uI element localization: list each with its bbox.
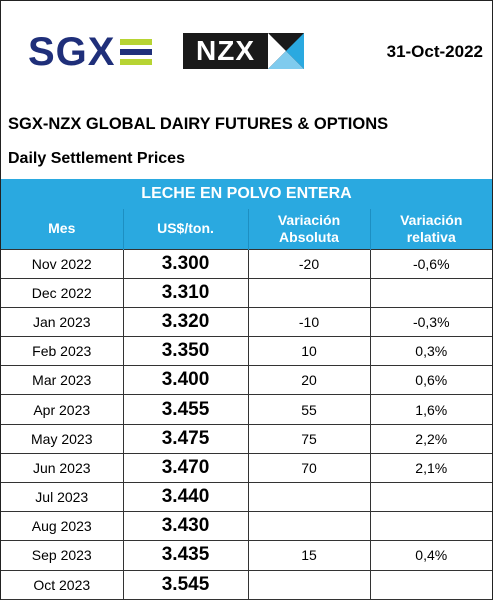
cell-abs-change: -10 [247,306,371,338]
cell-price: 3.320 [122,306,249,338]
sgx-logo-text: SGX [28,30,116,74]
cell-price: 3.545 [122,569,249,600]
cell-price: 3.455 [122,394,249,425]
cell-month: Oct 2023 [1,569,124,600]
cell-abs-change: 70 [247,452,371,484]
cell-abs-change: -20 [247,248,371,279]
cell-month: Aug 2023 [1,511,124,542]
cell-abs-change [247,277,371,308]
table-row: Sep 2023 3.435 15 0,4% [1,540,492,571]
cell-price: 3.310 [122,277,249,308]
cell-rel-change [369,481,492,513]
settlement-table: Mes US$/ton. Variación Absoluta Variació… [1,209,492,600]
header-month: Mes [1,209,123,249]
header-rel-change-line2: relativa [406,228,456,245]
cell-month: Jul 2023 [1,481,124,513]
table-row: Nov 2022 3.300 -20 -0,6% [1,248,492,279]
cell-rel-change: -0,6% [369,248,492,279]
cell-rel-change: 2,1% [369,452,492,484]
cell-price: 3.470 [122,452,249,484]
table-body: Nov 2022 3.300 -20 -0,6% Dec 2022 3.310 Jan 20… [1,248,492,600]
header-price: US$/ton. [122,209,248,249]
table-row: Jun 2023 3.470 70 2,1% [1,452,492,484]
header-abs-change: Variación Absoluta [247,209,370,249]
cell-rel-change: 1,6% [369,394,492,425]
cell-month: Dec 2022 [1,277,124,308]
cell-month: Feb 2023 [1,336,124,367]
cell-price: 3.300 [122,248,249,279]
cell-price: 3.435 [122,540,249,571]
cell-price: 3.400 [122,365,249,396]
report-date: 31-Oct-2022 [386,42,483,61]
cell-abs-change [247,511,371,542]
table-row: May 2023 3.475 75 2,2% [1,423,492,454]
cell-abs-change: 75 [247,423,371,454]
nzx-logo-mark-icon [268,33,304,69]
nzx-logo: NZX [183,33,304,69]
cell-rel-change [369,511,492,542]
table-row: Mar 2023 3.400 20 0,6% [1,365,492,396]
table-header-row: Mes US$/ton. Variación Absoluta Variació… [1,209,492,249]
cell-month: Apr 2023 [1,394,124,425]
page-title: SGX-NZX GLOBAL DAIRY FUTURES & OPTIONS [8,115,389,133]
nzx-logo-text: NZX [183,33,268,69]
table-row: Jan 2023 3.320 -10 -0,3% [1,306,492,338]
product-band: LECHE EN POLVO ENTERA [1,179,492,209]
cell-rel-change: 0,3% [369,336,492,367]
cell-price: 3.350 [122,336,249,367]
cell-rel-change: 0,4% [369,540,492,571]
report-header: SGX NZX 31-Oct-2022 SGX-NZX GLOBAL DAIRY… [0,0,493,178]
cell-rel-change: 0,6% [369,365,492,396]
table-row: Jul 2023 3.440 [1,481,492,513]
header-abs-change-line2: Absoluta [279,228,339,245]
header-abs-change-line1: Variación [277,211,341,228]
cell-month: May 2023 [1,423,124,454]
cell-rel-change: 2,2% [369,423,492,454]
page-subtitle: Daily Settlement Prices [8,150,185,167]
sgx-logo: SGX [28,30,153,74]
cell-month: Nov 2022 [1,248,124,279]
sgx-logo-bars-icon [120,39,153,65]
cell-rel-change [369,277,492,308]
cell-price: 3.430 [122,511,249,542]
cell-abs-change: 15 [247,540,371,571]
table-row: Apr 2023 3.455 55 1,6% [1,394,492,425]
cell-rel-change: -0,3% [369,306,492,338]
cell-month: Jun 2023 [1,452,124,484]
header-rel-change-line1: Variación [400,211,463,228]
cell-abs-change: 10 [247,336,371,367]
cell-abs-change [247,569,371,600]
cell-month: Mar 2023 [1,365,124,396]
cell-abs-change [247,481,371,513]
cell-abs-change: 20 [247,365,371,396]
table-row: Dec 2022 3.310 [1,277,492,308]
cell-rel-change [369,569,492,600]
cell-price: 3.475 [122,423,249,454]
header-rel-change: Variación relativa [369,209,492,249]
cell-month: Sep 2023 [1,540,124,571]
table-row: Oct 2023 3.545 [1,569,492,600]
cell-price: 3.440 [122,481,249,513]
table-row: Feb 2023 3.350 10 0,3% [1,336,492,367]
cell-month: Jan 2023 [1,306,124,338]
cell-abs-change: 55 [247,394,371,425]
table-row: Aug 2023 3.430 [1,511,492,542]
